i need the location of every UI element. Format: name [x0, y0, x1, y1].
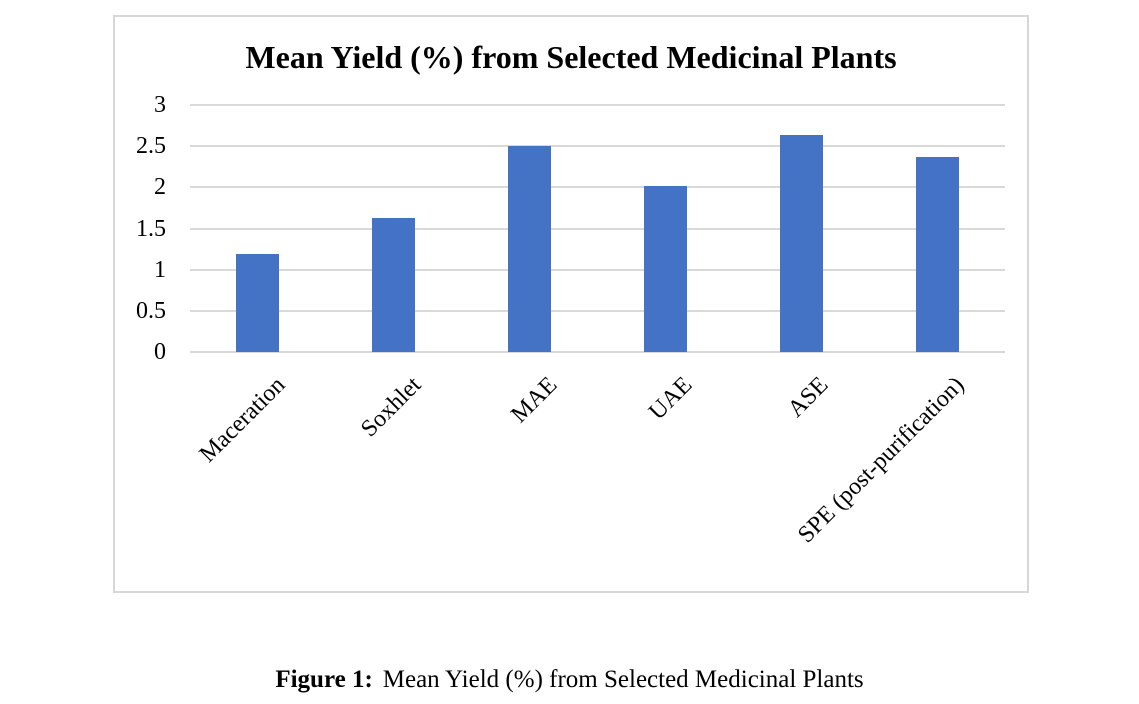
x-category-label: MAE: [505, 372, 562, 429]
gridline: [190, 351, 1005, 353]
y-tick-label: 1: [154, 256, 166, 283]
bar: [236, 254, 280, 352]
chart-container: Mean Yield (%) from Selected Medicinal P…: [113, 15, 1029, 593]
x-category-label: Soxhlet: [355, 372, 427, 443]
gridline: [190, 104, 1005, 106]
figure-caption: Figure 1: Mean Yield (%) from Selected Me…: [0, 666, 1139, 694]
bar: [372, 217, 416, 352]
y-tick-label: 1.5: [136, 215, 166, 242]
x-category-label: UAE: [644, 372, 698, 426]
figure-caption-text: Mean Yield (%) from Selected Medicinal P…: [382, 666, 864, 693]
figure-caption-label: Figure 1:: [275, 666, 373, 693]
y-tick-label: 0.5: [136, 297, 166, 324]
gridline: [190, 145, 1005, 148]
y-tick-label: 2: [154, 174, 166, 201]
plot-area: [190, 104, 1005, 353]
bar: [779, 135, 823, 352]
y-tick-label: 2.5: [136, 133, 166, 160]
x-category-label: Maceration: [194, 372, 291, 468]
gridline: [190, 268, 1005, 271]
x-category-label: ASE: [783, 372, 834, 423]
bar: [643, 185, 687, 352]
bar: [915, 156, 959, 352]
gridline: [190, 186, 1005, 189]
bar: [508, 146, 552, 352]
y-tick-label: 3: [154, 92, 166, 118]
gridline: [190, 309, 1005, 312]
y-tick-label: 0: [154, 339, 166, 365]
chart-title: Mean Yield (%) from Selected Medicinal P…: [245, 39, 897, 75]
gridline: [190, 227, 1005, 230]
